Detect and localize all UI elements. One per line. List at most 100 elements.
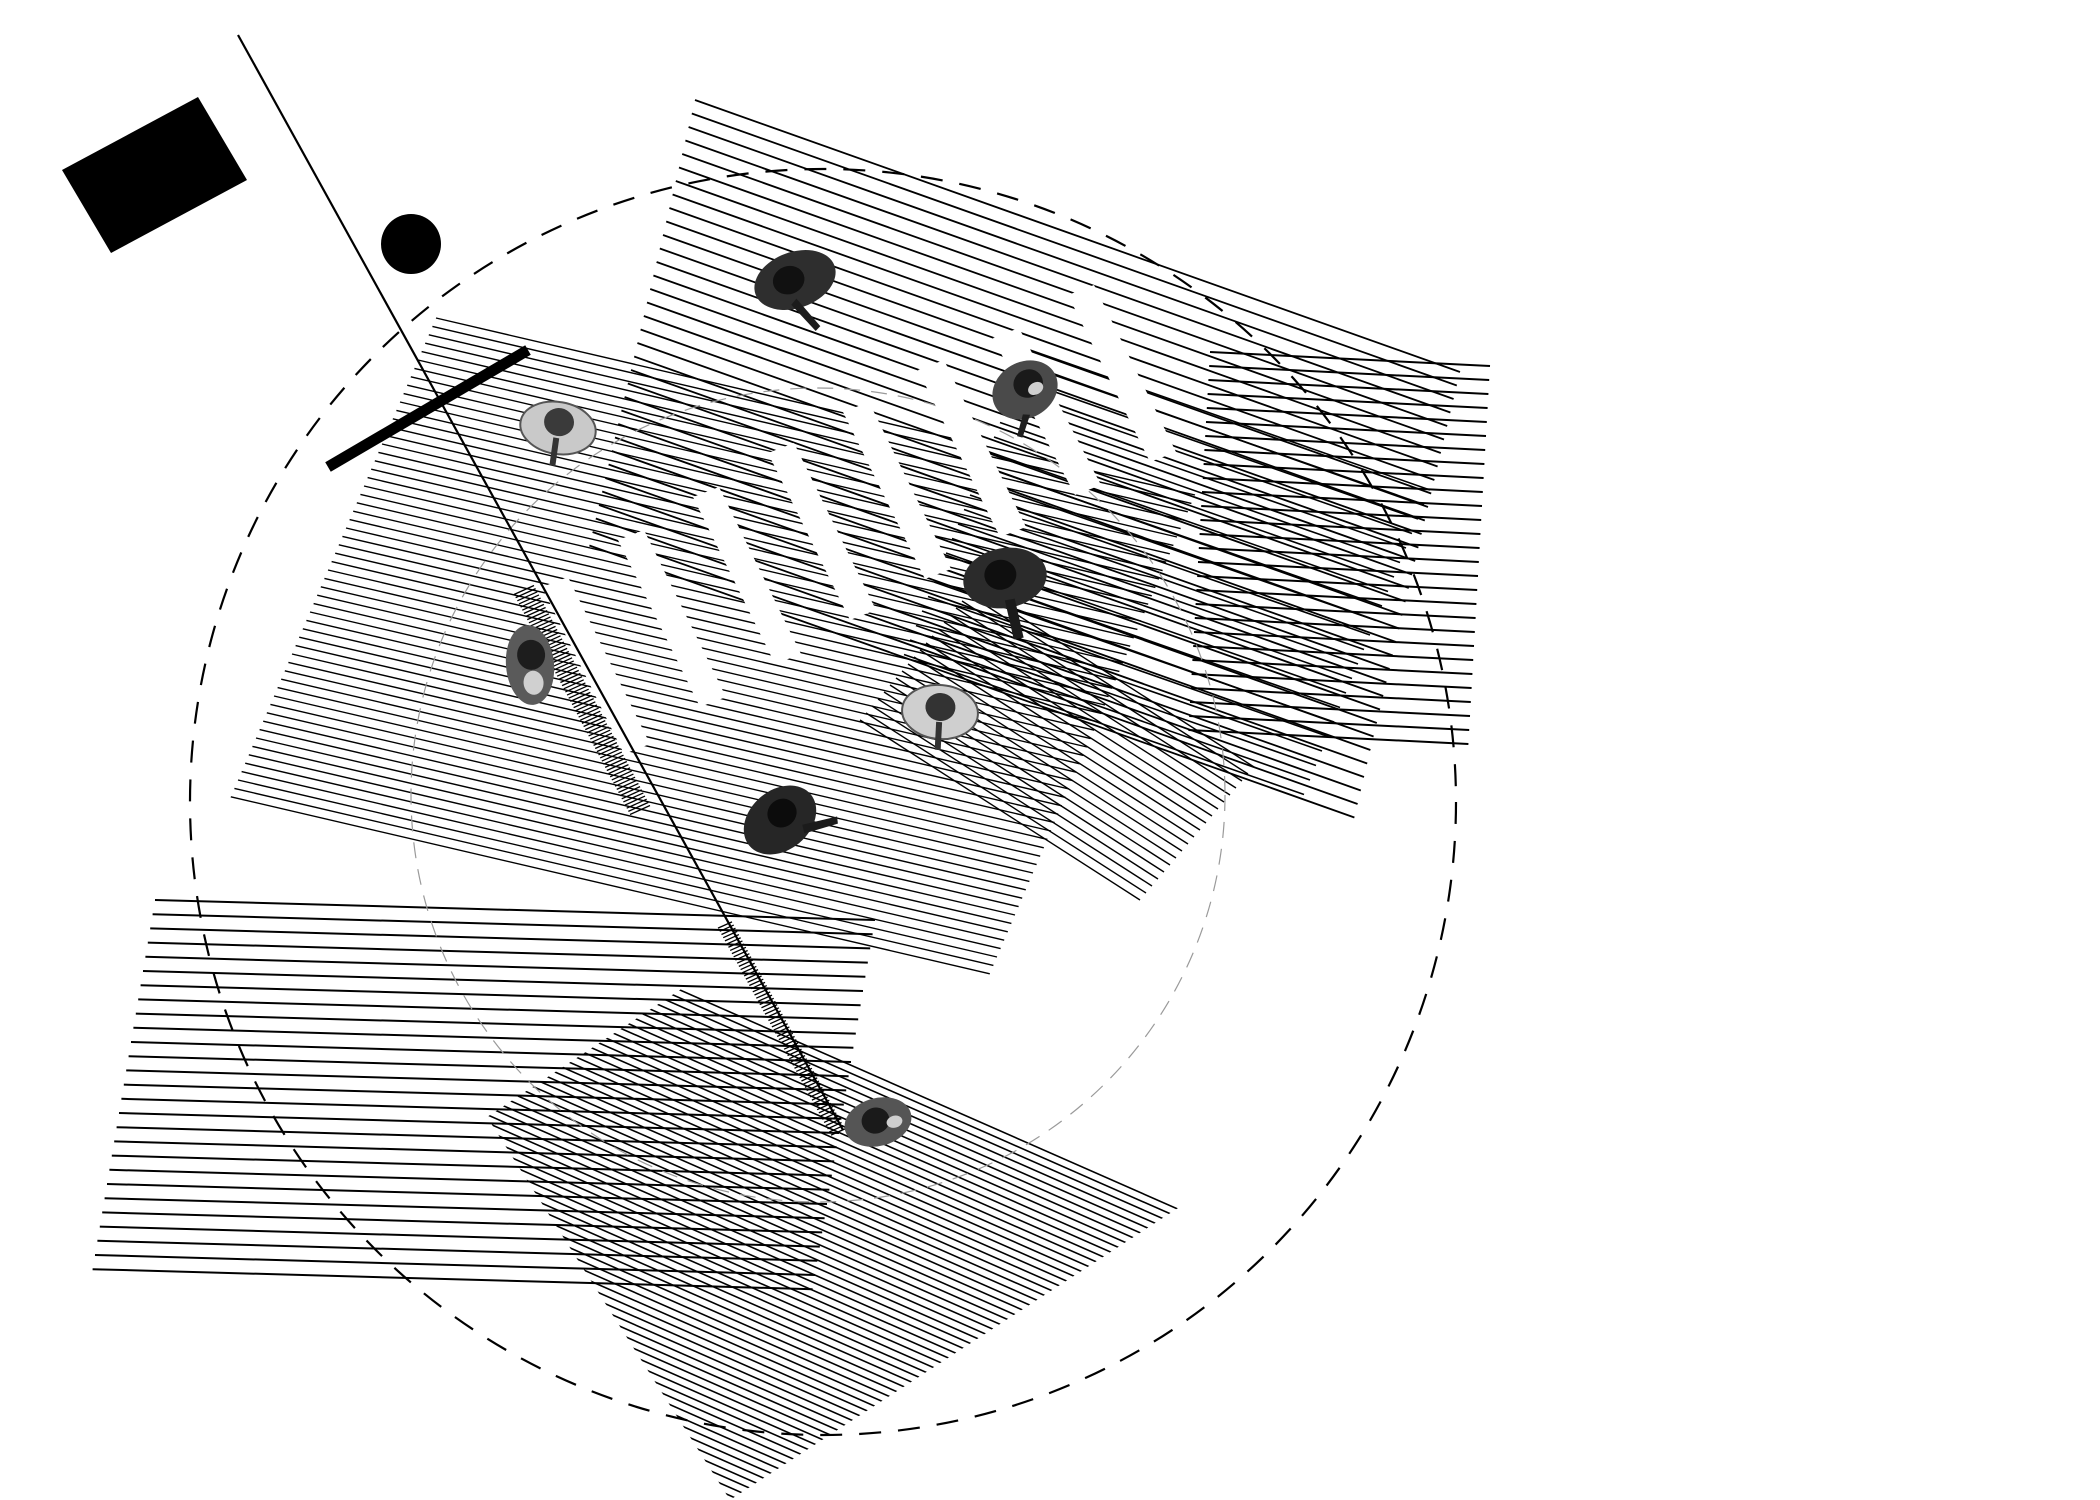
hatch-line [102, 1211, 823, 1234]
hatch-line [490, 1397, 1390, 1500]
tick-mark [802, 1077, 818, 1085]
tick-mark [573, 698, 594, 709]
hatch-line [425, 342, 1185, 521]
hatch-line [1192, 659, 1473, 675]
tick-mark [566, 685, 588, 696]
tick-mark [728, 940, 743, 948]
hatch-line [487, 1346, 1390, 1500]
hatch-line [349, 518, 1109, 698]
tick-mark [816, 1102, 832, 1111]
hatch-field-middle-cross [859, 586, 1255, 901]
hatch-line [1197, 561, 1479, 577]
tick-mark [813, 1096, 828, 1104]
tick-mark [603, 754, 624, 765]
black-rectangle [62, 97, 247, 253]
tick-mark [752, 984, 768, 993]
hatch-line [106, 1183, 828, 1205]
hatch-line [640, 328, 1406, 603]
hatch-line [487, 1236, 1390, 1500]
hatch-line [1194, 617, 1475, 633]
hatch-line [969, 494, 1371, 636]
tick-mark [576, 704, 598, 715]
tick-mark [825, 1118, 841, 1127]
tick-mark [598, 745, 619, 756]
tick-mark [792, 1058, 808, 1066]
tick-mark [563, 679, 584, 690]
tick-mark [570, 691, 591, 702]
tick-mark [594, 738, 616, 750]
hatch-line [487, 1253, 1390, 1500]
hatch-line [489, 1389, 1390, 1500]
hatch-line [302, 628, 1062, 807]
tick-mark [623, 792, 644, 803]
hatch-line [1201, 491, 1483, 507]
tick-mark [523, 603, 545, 614]
hatch-line [152, 913, 873, 936]
hatch-line [961, 600, 1243, 782]
hatch-line [487, 1142, 1390, 1500]
tick-mark [628, 801, 649, 812]
tick-mark [745, 972, 761, 980]
hatch-line [497, 1457, 1390, 1500]
tick-mark [526, 610, 548, 621]
hatch-line [263, 720, 1023, 899]
hatch-line [150, 927, 871, 950]
tick-mark [799, 1070, 814, 1079]
tick-mark [797, 1067, 813, 1076]
hatch-line [109, 1168, 830, 1191]
hatch-line [1191, 673, 1472, 689]
hatch-line [295, 644, 1055, 824]
hatch-line [592, 531, 1358, 805]
tick-mark [735, 953, 750, 961]
hatch-line [909, 639, 1311, 781]
hatch-line [140, 984, 861, 1007]
hatch-line [913, 656, 1195, 838]
tick-mark [553, 660, 575, 671]
tick-mark [762, 1004, 778, 1012]
hatch-line [487, 1312, 1390, 1500]
white-notch [1155, 965, 1273, 1135]
tick-mark [769, 1016, 785, 1025]
tick-mark [606, 760, 628, 772]
tick-mark [604, 757, 626, 768]
hatch-line [130, 1041, 852, 1063]
tick-mark [522, 600, 543, 611]
tick-mark [771, 1019, 787, 1028]
hatch-line [1200, 519, 1481, 535]
hatch-line [306, 619, 1066, 799]
hatch-line [1189, 715, 1470, 731]
tick-mark [619, 786, 641, 797]
tick-mark [616, 779, 638, 790]
tick-mark [565, 682, 586, 693]
tick-mark [776, 1029, 792, 1038]
hatch-line [273, 695, 1034, 874]
tick-mark [571, 694, 593, 706]
tick-mark [822, 1112, 837, 1120]
hatch-line [1205, 421, 1487, 437]
tick-mark [818, 1105, 834, 1114]
hatch-line [487, 1372, 1390, 1500]
hatch-line [1193, 645, 1474, 661]
person-figure-2 [519, 400, 597, 467]
hatch-line [492, 1414, 1390, 1500]
hatch-line [487, 1321, 1390, 1500]
hatch-line [496, 1448, 1390, 1500]
tick-mark [520, 597, 541, 608]
hatch-line [493, 1423, 1390, 1500]
hatch-line [494, 1431, 1390, 1500]
hatch-field-right [1188, 351, 1491, 745]
hatch-line [421, 350, 1181, 530]
hatch-line [649, 288, 1416, 562]
hatch-line [681, 153, 1448, 427]
tick-strips [513, 584, 846, 1136]
tick-mark [773, 1023, 788, 1031]
white-slot [618, 530, 726, 707]
tick-mark [750, 981, 766, 990]
tick-mark [626, 798, 647, 809]
hatch-line [957, 523, 1359, 665]
hatch-line [937, 628, 1219, 810]
tick-mark [561, 676, 583, 687]
hatch-line [342, 535, 1102, 715]
hatch-line [277, 686, 1037, 866]
hatch-line [1029, 349, 1431, 491]
